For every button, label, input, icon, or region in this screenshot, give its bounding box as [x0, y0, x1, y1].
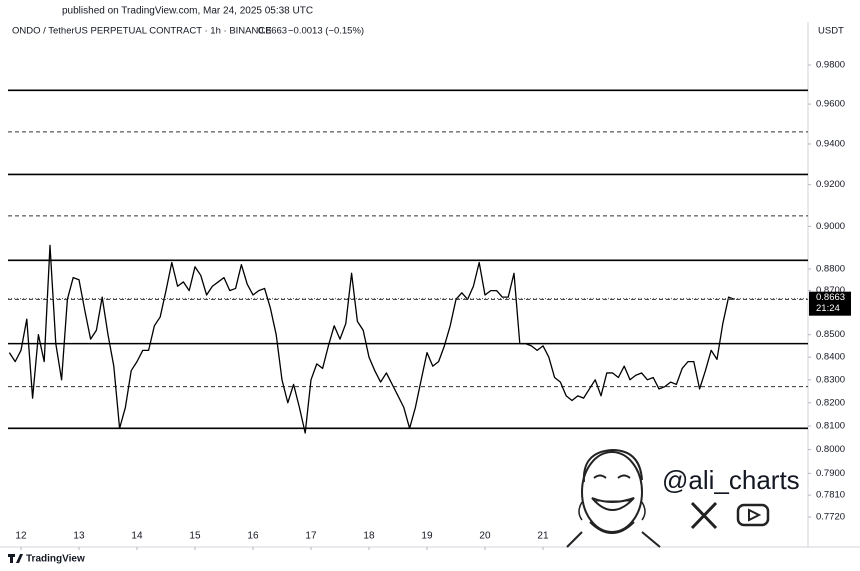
x-tick-label: 20	[479, 531, 491, 542]
y-tick-label: 0.7810	[816, 490, 845, 501]
y-tick-label: 0.8800	[816, 263, 845, 274]
y-tick-label: 0.7720	[816, 512, 845, 523]
last-price-box	[809, 291, 851, 316]
published-note: published on TradingView.com, Mar 24, 20…	[62, 6, 313, 17]
y-tick-label: 0.9600	[816, 99, 845, 110]
footer-logo	[8, 554, 23, 563]
x-icon	[690, 501, 718, 530]
y-tick-label: 0.9800	[816, 60, 845, 71]
symbol: ONDO / TetherUS PERPETUAL CONTRACT · 1h …	[12, 26, 272, 37]
x-tick-label: 17	[305, 531, 317, 542]
currency: USDT	[818, 26, 844, 37]
y-tick-label: 0.8400	[816, 352, 845, 363]
y-tick-label: 0.8100	[816, 421, 845, 432]
play-icon	[748, 508, 762, 522]
y-tick-label: 0.8500	[816, 329, 845, 340]
y-tick-label: 0.7900	[816, 468, 845, 479]
y-tick-label: 0.8700	[816, 285, 845, 296]
x-tick-label: 14	[131, 531, 143, 542]
x-tick-label: 21	[537, 531, 549, 542]
y-tick-label: 0.8000	[816, 444, 845, 455]
countdown-label: 21:24	[816, 303, 840, 314]
footer-brand: TradingView	[26, 554, 85, 565]
x-tick-label: 19	[421, 531, 433, 542]
last-price-label: 0.8663	[816, 292, 845, 303]
x-tick-label: 12	[15, 531, 27, 542]
watermark-handle: @ali_charts	[662, 465, 800, 495]
y-tick-label: 0.9400	[816, 138, 845, 149]
face-icon	[566, 448, 661, 548]
video-icon	[736, 503, 770, 527]
x-tick-label: 13	[73, 531, 85, 542]
x-tick-label: 15	[189, 531, 201, 542]
y-tick-label: 0.8200	[816, 397, 845, 408]
y-tick-label: 0.9200	[816, 179, 845, 190]
price-line	[8, 244, 735, 434]
y-tick-label: 0.8300	[816, 374, 845, 385]
change: −0.0013 (−0.15%)	[288, 26, 364, 37]
x-tick-label: 16	[247, 531, 259, 542]
x-tick-label: 18	[363, 531, 375, 542]
price: 0.8663	[258, 26, 287, 37]
watermark: @ali_charts	[566, 448, 800, 548]
y-tick-label: 0.9000	[816, 221, 845, 232]
